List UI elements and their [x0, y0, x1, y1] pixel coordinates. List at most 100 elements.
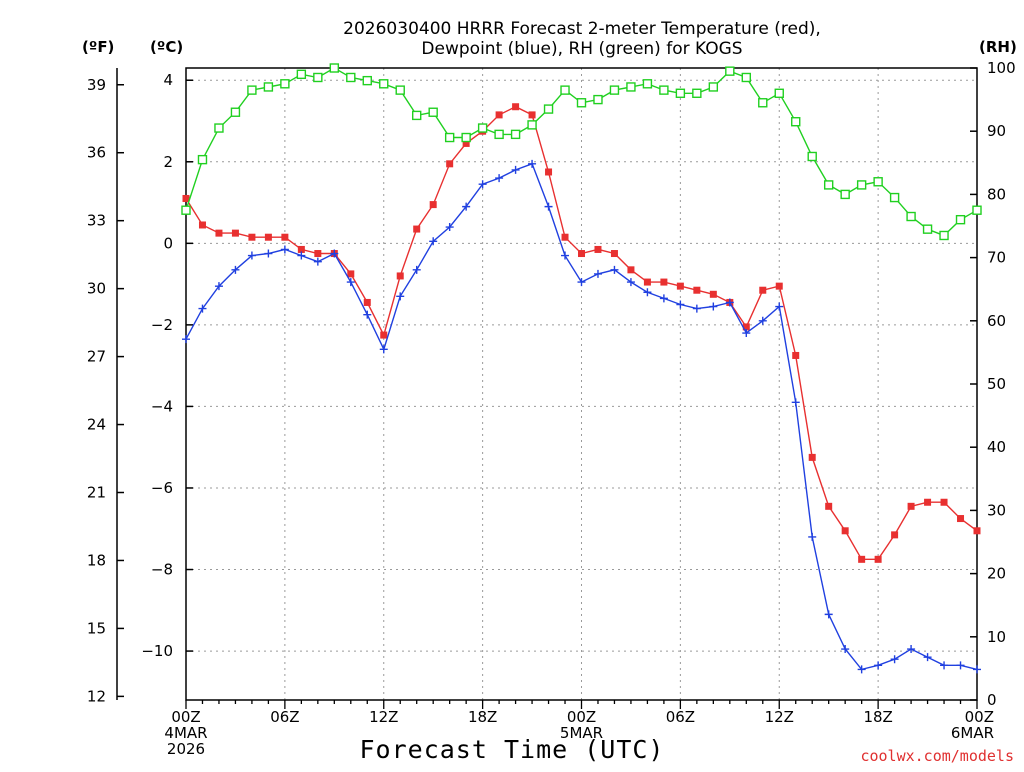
dewpoint-point	[956, 661, 965, 670]
rh-point	[692, 88, 702, 98]
rh-point	[543, 104, 554, 114]
dewpoint-point	[478, 180, 487, 189]
rh-unit-label: (RH)	[979, 38, 1017, 56]
temperature-point	[841, 527, 849, 535]
dewpoint-point	[577, 278, 586, 287]
celsius-tick-label: −4	[151, 397, 173, 415]
dewpoint-point	[907, 645, 916, 654]
fahrenheit-tick-label: 30	[87, 280, 106, 298]
dewpoint-point	[709, 302, 718, 311]
temperature-point	[281, 233, 289, 241]
rh-point	[280, 79, 290, 89]
temperature-point	[578, 250, 585, 258]
celsius-tick-label: −8	[151, 561, 173, 579]
x-tick-label: 2026	[167, 740, 205, 758]
dewpoint-point	[544, 202, 553, 211]
dewpoint-point	[182, 335, 190, 344]
temperature-point	[528, 111, 536, 119]
temperature-point	[742, 323, 750, 331]
temperature-point	[512, 103, 520, 111]
fahrenheit-tick-label: 15	[87, 619, 106, 637]
temperature-point	[297, 245, 305, 253]
rh-point	[642, 79, 653, 89]
dewpoint-point	[231, 265, 240, 274]
temperature-point	[215, 229, 223, 237]
temperature-point	[891, 531, 899, 539]
temperature-point	[594, 245, 602, 253]
temperature-point	[874, 555, 882, 563]
temperature-point	[808, 453, 816, 461]
rh-tick-label: 90	[987, 122, 1006, 140]
rh-point	[675, 88, 686, 98]
credit-text: coolwx.com/models	[860, 747, 1014, 765]
x-tick-label: 6MAR	[951, 724, 994, 742]
rh-point	[823, 180, 834, 190]
temperature-point	[248, 233, 256, 241]
temperature-point	[709, 290, 717, 298]
rh-point	[626, 82, 636, 92]
dewpoint-point	[511, 165, 520, 174]
temperature-point	[446, 160, 454, 168]
rh-point	[922, 224, 933, 234]
rh-tick-label: 100	[987, 59, 1016, 77]
dewpoint-point	[264, 249, 273, 258]
celsius-tick-label: −2	[151, 316, 173, 334]
dewpoint-point	[791, 398, 800, 407]
rh-tick-label: 10	[987, 628, 1006, 646]
dewpoint-point	[742, 329, 751, 338]
rh-point	[972, 205, 982, 215]
dewpoint-markers	[182, 159, 981, 674]
dewpoint-point	[330, 249, 339, 258]
temperature-point	[462, 139, 470, 147]
dewpoint-point	[280, 245, 289, 254]
dewpoint-point	[495, 174, 504, 183]
x-tick-label: 12Z	[765, 708, 794, 726]
dewpoint-point	[725, 298, 734, 307]
rh-point	[214, 123, 224, 133]
rh-point	[741, 72, 751, 83]
rh-point	[181, 205, 191, 215]
rh-point	[774, 88, 784, 98]
rh-point	[955, 214, 966, 225]
x-tick-label: 5MAR	[560, 724, 603, 742]
rh-point	[461, 132, 471, 143]
dewpoint-point	[808, 532, 817, 541]
temperature-point	[792, 351, 800, 359]
fahrenheit-tick-label: 39	[87, 76, 106, 94]
x-tick-label: 06Z	[666, 708, 695, 726]
fahrenheit-tick-label: 33	[87, 212, 106, 230]
dewpoint-point	[429, 237, 438, 246]
dewpoint-point	[528, 159, 537, 168]
temperature-point	[775, 282, 783, 290]
temperature-point	[676, 282, 684, 290]
x-tick-label: 12Z	[369, 708, 398, 726]
dewpoint-point	[676, 300, 685, 309]
rh-point	[197, 154, 208, 165]
temperature-point	[429, 201, 437, 209]
dewpoint-point	[659, 294, 668, 303]
dewpoint-point	[396, 292, 405, 301]
temperature-point	[347, 270, 355, 278]
x-tick-label: 00Z	[171, 708, 200, 726]
temperature-point	[627, 266, 635, 274]
temperature-point	[380, 331, 388, 339]
rh-point	[494, 129, 504, 140]
dewpoint-point	[626, 278, 635, 287]
dewpoint-point	[857, 665, 866, 674]
rh-point	[428, 107, 438, 117]
fahrenheit-tick-label: 24	[87, 416, 106, 434]
x-tick-label: 4MAR	[164, 724, 207, 742]
dewpoint-point	[363, 310, 372, 319]
temperature-point	[693, 286, 701, 294]
dewpoint-point	[874, 661, 883, 670]
dewpoint-point	[313, 257, 322, 266]
fahrenheit-unit-label: (ºF)	[82, 38, 114, 56]
rh-point	[477, 123, 488, 133]
rh-tick-label: 0	[987, 691, 997, 709]
dewpoint-point	[198, 304, 207, 313]
rh-point	[247, 85, 257, 95]
rh-point	[856, 180, 867, 190]
